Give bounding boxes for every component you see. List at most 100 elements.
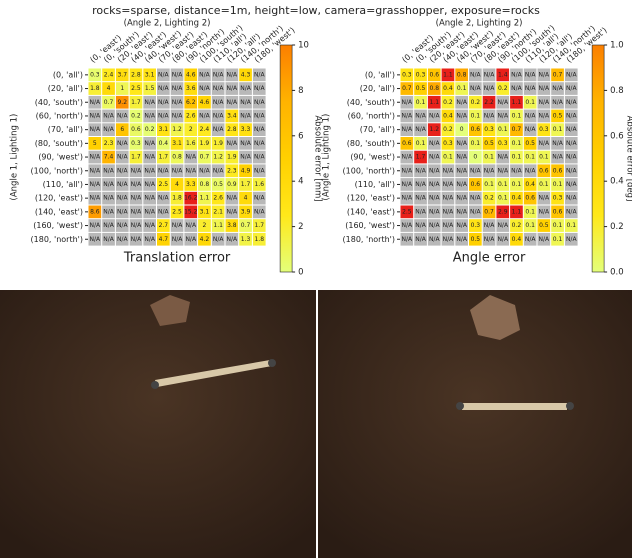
missing-label: N/A <box>566 167 578 174</box>
missing-label: N/A <box>443 195 455 202</box>
colorbar-tick-label: 1.0 <box>610 41 624 51</box>
cell-value: 1.5 <box>145 85 155 92</box>
cell-value: 0.6 <box>429 71 439 78</box>
missing-label: N/A <box>117 112 129 119</box>
missing-label: N/A <box>484 222 496 229</box>
missing-label: N/A <box>566 236 578 243</box>
missing-label: N/A <box>429 236 441 243</box>
cell-value: 15.2 <box>184 208 198 215</box>
colorbar-tick-label: 10 <box>298 41 309 51</box>
missing-label: N/A <box>539 195 551 202</box>
missing-label: N/A <box>117 208 129 215</box>
cell-value: 1.3 <box>241 236 251 243</box>
missing-label: N/A <box>429 181 441 188</box>
cell-value: 3.1 <box>145 71 155 78</box>
y-tick-label: (180, 'north') <box>31 235 83 244</box>
cell-value: 1.7 <box>131 154 141 161</box>
photo-right <box>318 290 632 558</box>
cell-value: 1.8 <box>90 85 100 92</box>
cell-value: 0.1 <box>498 195 508 202</box>
cell-value: 1.6 <box>186 140 196 147</box>
cell-value: 0.8 <box>200 181 210 188</box>
missing-label: N/A <box>172 112 184 119</box>
missing-label: N/A <box>566 140 578 147</box>
cell-value: 0.3 <box>131 140 141 147</box>
y-tick-label: (0, 'all') <box>53 70 83 79</box>
colorbar-tick-label: 0.6 <box>610 131 624 141</box>
cell-value: 6.2 <box>186 99 196 106</box>
missing-label: N/A <box>415 167 427 174</box>
y-tick-label: (60, 'north') <box>36 111 83 120</box>
missing-label: N/A <box>429 195 441 202</box>
missing-label: N/A <box>117 154 129 161</box>
cell-value: 1.6 <box>254 181 264 188</box>
missing-label: N/A <box>144 167 156 174</box>
cell-value: 3.1 <box>172 140 182 147</box>
missing-label: N/A <box>456 99 468 106</box>
missing-label: N/A <box>415 181 427 188</box>
cell-value: 0.1 <box>471 112 481 119</box>
missing-label: N/A <box>131 167 143 174</box>
cell-value: 3.8 <box>227 222 237 229</box>
missing-label: N/A <box>402 99 414 106</box>
cell-value: 0.4 <box>525 181 535 188</box>
cell-value: 2.6 <box>213 195 223 202</box>
cell-value: 2.5 <box>172 208 182 215</box>
missing-label: N/A <box>566 195 578 202</box>
missing-label: N/A <box>443 236 455 243</box>
cell-value: 0.3 <box>553 195 563 202</box>
cell-value: 2.4 <box>104 71 114 78</box>
cell-value: 2.9 <box>498 208 508 215</box>
missing-label: N/A <box>443 222 455 229</box>
y-axis-label: (Angle 1, Lighting 1) <box>10 114 20 201</box>
missing-label: N/A <box>497 112 509 119</box>
missing-label: N/A <box>415 222 427 229</box>
missing-label: N/A <box>539 99 551 106</box>
missing-label: N/A <box>497 154 509 161</box>
missing-label: N/A <box>90 167 102 174</box>
missing-label: N/A <box>254 85 266 92</box>
missing-label: N/A <box>90 181 102 188</box>
missing-label: N/A <box>470 85 482 92</box>
cell-value: 0.1 <box>457 85 467 92</box>
cell-value: 0.4 <box>512 195 522 202</box>
missing-label: N/A <box>456 167 468 174</box>
missing-label: N/A <box>254 112 266 119</box>
missing-label: N/A <box>131 208 143 215</box>
cell-value: 5 <box>93 140 97 147</box>
y-axis-label: (Angle 1, Lighting 1) <box>322 114 332 201</box>
missing-label: N/A <box>144 208 156 215</box>
missing-label: N/A <box>172 167 184 174</box>
missing-label: N/A <box>497 167 509 174</box>
cell-value: 1.2 <box>429 126 439 133</box>
missing-label: N/A <box>484 112 496 119</box>
y-tick-label: (110, 'all') <box>355 180 395 189</box>
cell-value: 0.7 <box>200 154 210 161</box>
colorbar-tick-label: 0.0 <box>610 268 624 278</box>
missing-label: N/A <box>144 236 156 243</box>
cell-value: 0.1 <box>512 181 522 188</box>
cell-value: 0 <box>473 154 477 161</box>
cell-value: 4 <box>244 195 248 202</box>
cell-value: 0.1 <box>484 154 494 161</box>
cell-value: 1.1 <box>200 195 210 202</box>
x-axis-label: (Angle 2, Lighting 2) <box>436 19 523 29</box>
cell-value: 1.4 <box>498 71 508 78</box>
missing-label: N/A <box>213 85 225 92</box>
missing-label: N/A <box>117 236 129 243</box>
suptitle: rocks=sparse, distance=1m, height=low, c… <box>92 4 540 17</box>
missing-label: N/A <box>470 195 482 202</box>
missing-label: N/A <box>117 181 129 188</box>
missing-label: N/A <box>415 195 427 202</box>
cell-value: 1.1 <box>429 99 439 106</box>
cell-value: 0.1 <box>471 140 481 147</box>
missing-label: N/A <box>117 167 129 174</box>
missing-label: N/A <box>213 99 225 106</box>
missing-label: N/A <box>144 154 156 161</box>
missing-label: N/A <box>552 140 564 147</box>
missing-label: N/A <box>539 71 551 78</box>
cell-value: 0.7 <box>484 208 494 215</box>
missing-label: N/A <box>456 140 468 147</box>
missing-label: N/A <box>103 167 115 174</box>
cell-value: 0.3 <box>498 140 508 147</box>
